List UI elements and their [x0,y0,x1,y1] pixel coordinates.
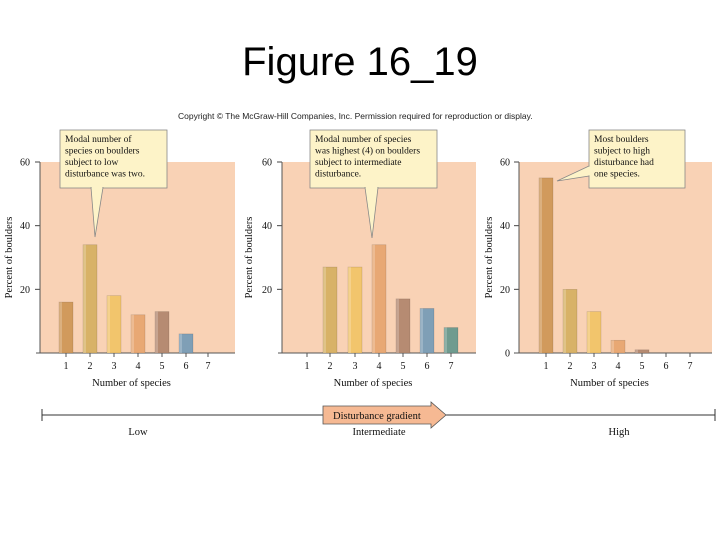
x-tick-label: 4 [377,361,382,372]
bar-highlight [635,349,638,353]
y-tick-label: 40 [500,221,510,232]
bar-highlight [587,311,590,353]
callout-text-line: subject to intermediate [315,158,402,168]
page-title: Figure 16_19 [242,40,478,84]
x-axis-title: Number of species [92,378,171,389]
x-tick-label: 3 [112,361,117,372]
y-tick-label: 60 [262,158,272,169]
callout-text-line: Most boulders [594,135,649,145]
callout-text-line: disturbance. [315,170,361,180]
x-axis-title: Number of species [334,378,413,389]
callout-text-line: Modal number of [65,134,132,145]
y-tick-label: 20 [262,285,272,296]
callout-text-line: subject to low [65,158,118,168]
x-tick-label: 6 [664,361,669,372]
bar-highlight [83,244,86,353]
bar-highlight [539,177,542,353]
x-tick-label: 1 [64,361,69,372]
gradient-arrow [322,401,447,429]
x-tick-label: 1 [305,361,310,372]
copyright-notice: Copyright © The McGraw-Hill Companies, I… [178,111,533,121]
callout-join [91,186,103,189]
x-tick-label: 7 [206,361,211,372]
bar-highlight [59,302,62,353]
y-axis-title: Percent of boulders [4,217,15,299]
callout-text-line: disturbance was two. [65,170,145,180]
bar-highlight [563,289,566,353]
y-tick-label: 40 [262,221,272,232]
callout-text-line: subject to high [594,147,650,157]
x-axis-title: Number of species [570,378,649,389]
bar-highlight [372,244,375,353]
callout-3: Most boulders subject to highdisturbance … [556,129,686,189]
y-tick-label: 40 [20,221,30,232]
callout-box [59,129,168,189]
x-tick-label: 6 [425,361,430,372]
gradient-intermediate-label: Intermediate [352,427,405,438]
callout-text-line: Modal number of species [315,134,412,145]
callout-text-line: was highest (4) on boulders [315,146,420,157]
callout-text-line: species on boulders [65,147,140,157]
x-tick-label: 5 [640,361,645,372]
bar-highlight [155,311,158,353]
y-tick-label: 20 [20,285,30,296]
bar-highlight [396,298,399,353]
x-tick-label: 5 [160,361,165,372]
chart-panel-1: 20 40 60 1 2 3 4 5 6 7 Number of species Percent of… [4,129,235,389]
x-tick-label: 7 [688,361,693,372]
x-tick-label: 6 [184,361,189,372]
y-tick-label: 20 [500,285,510,296]
y-tick-label: 60 [20,158,30,169]
gradient-high-label: High [609,427,631,438]
bar-highlight [348,267,351,353]
x-tick-label: 5 [401,361,406,372]
y-axis-title: Percent of boulders [484,217,495,299]
x-tick-label: 3 [353,361,358,372]
x-tick-label: 2 [328,361,333,372]
gradient-label: Disturbance gradient [333,411,421,422]
callout-1: Modal number of species on boulderssubjec… [59,129,168,238]
disturbance-gradient: Disturbance gradient Low Intermediate High [41,401,716,438]
bar-highlight [611,340,614,353]
bar-highlight [420,308,423,353]
x-tick-label: 4 [616,361,621,372]
y-tick-label: 0 [505,349,510,360]
x-tick-label: 3 [592,361,597,372]
chart-panel-2: 20 40 60 1 2 3 4 5 6 7 Number of species Percent of… [244,129,476,389]
bar-highlight [323,267,326,353]
callout-text-line: disturbance had [594,158,654,168]
gradient-low-label: Low [128,427,148,438]
callout-join [365,186,378,189]
bar-highlight [444,327,447,353]
callout-text-line: one species. [594,170,640,180]
x-tick-label: 4 [136,361,141,372]
x-tick-label: 1 [544,361,549,372]
x-tick-label: 2 [568,361,573,372]
bar-highlight [131,314,134,353]
y-tick-label: 60 [500,158,510,169]
x-tick-label: 7 [449,361,454,372]
callout-box [309,129,438,189]
bar-highlight [179,333,182,353]
chart-panel-3: 0 20 40 60 1 2 3 4 5 6 7 Number of species Percent o… [484,129,712,389]
bar-highlight [107,295,110,353]
callout-join [588,166,590,176]
x-tick-label: 2 [88,361,93,372]
y-axis-title: Percent of boulders [244,217,255,299]
callout-box [588,129,686,189]
